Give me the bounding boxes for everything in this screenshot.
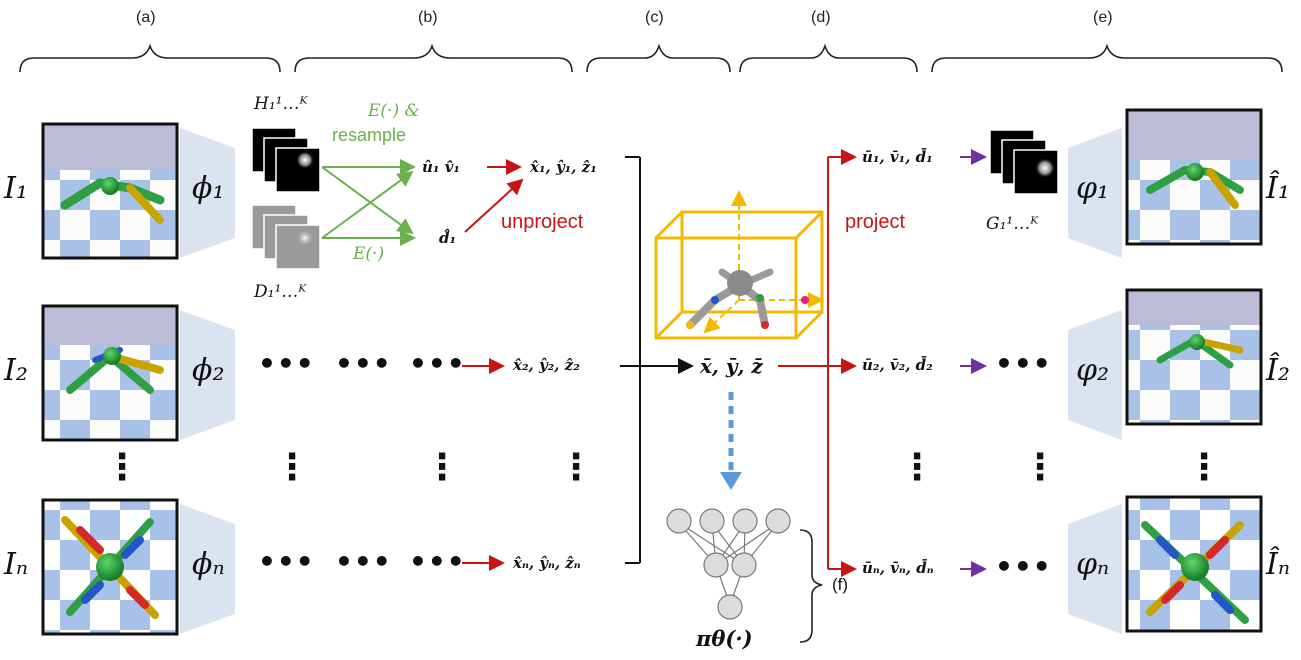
expectation-label: E(·) (353, 244, 385, 264)
d-hat-1: d̂₁ (439, 229, 457, 247)
section-label-d: (d) (811, 9, 831, 26)
unproject-label: unproject (501, 211, 584, 233)
xyz-hat-1: x̂₁, ŷ₁, ẑ₁ (530, 158, 597, 176)
output-image-n (1125, 495, 1263, 633)
output-label-1: Î₁ (1266, 171, 1290, 206)
ellipsis-row2-2: ••• (335, 347, 392, 380)
heatmap-label-D: D₁¹…ᴷ (254, 282, 307, 302)
expectation-resample-label-1: E(·) & (368, 101, 420, 121)
output-image-2 (1125, 288, 1263, 426)
decoder-shape-2 (1068, 310, 1122, 440)
heatmap-stack-G (989, 129, 1059, 195)
encoder-label-2: ϕ₂ (192, 353, 225, 388)
purple-arrows (960, 149, 987, 577)
expectation-resample-label-2: resample (332, 125, 407, 145)
robot-3d (686, 268, 809, 329)
section-label-c: (c) (645, 9, 664, 26)
output-image-1 (1125, 108, 1263, 246)
uvd-bar-2: ū₂, v̄₂, d̄₂ (862, 356, 933, 374)
heatmap-stack-D (251, 204, 321, 270)
output-label-n: Îₙ (1266, 547, 1291, 582)
red-arrows (462, 149, 857, 577)
vertical-ellipsis-e1: ⋮ (1022, 447, 1059, 488)
output-label-2: Î₂ (1266, 353, 1290, 388)
cube-axes (703, 190, 824, 334)
policy-label: πθ(·) (696, 626, 753, 651)
ellipsis-row2-1: ••• (258, 347, 315, 380)
vertical-ellipsis-e2: ⋮ (1186, 447, 1223, 488)
encoder-shape-n (180, 504, 235, 634)
decoder-label-2: φ₂ (1076, 353, 1110, 388)
ellipsis-row2-3: ••• (409, 347, 466, 380)
section-label-f: (f) (832, 575, 849, 594)
encoder-label-1: ϕ₁ (192, 171, 225, 206)
input-image-n (41, 498, 179, 636)
brace-f (799, 529, 823, 643)
xyz-mean: x̄, ȳ, z̄ (700, 354, 763, 378)
green-arrows (321, 159, 416, 246)
vertical-ellipsis-b2: ⋮ (424, 447, 461, 488)
section-braces (19, 43, 1283, 73)
vertical-ellipsis-a: ⋮ (104, 447, 141, 488)
uv-hat-1: û₁ v̂₁ (422, 158, 460, 176)
ellipsis-rown-2: ••• (335, 545, 392, 578)
uvd-bar-1: ū₁, v̄₁, d̄₁ (862, 148, 933, 166)
xyz-hat-n: x̂ₙ, ŷₙ, ẑₙ (513, 554, 581, 572)
decoder-label-1: φ₁ (1076, 171, 1110, 206)
vertical-ellipsis-b3: ⋮ (558, 447, 595, 488)
heatmap-stack-H (251, 127, 321, 193)
ellipsis-output-2: ••• (995, 347, 1052, 380)
heatmap-label-H: H₁¹…ᴷ (254, 94, 308, 114)
policy-network (666, 508, 791, 620)
encoder-shape-1 (180, 128, 235, 258)
section-label-b: (b) (418, 9, 438, 26)
xyz-hat-2: x̂₂, ŷ₂, ẑ₂ (513, 356, 580, 374)
input-label-2: I₂ (4, 353, 28, 388)
policy-arrow-head (720, 472, 742, 490)
input-image-1 (41, 122, 179, 260)
ellipsis-rown-1: ••• (258, 545, 315, 578)
input-label-1: I₁ (4, 171, 28, 206)
ellipsis-rown-3: ••• (409, 545, 466, 578)
section-label-e: (e) (1093, 9, 1113, 26)
encoder-label-n: ϕₙ (192, 547, 225, 582)
heatmap-label-G: G₁¹…ᴷ (986, 214, 1039, 234)
decoder-label-n: φₙ (1076, 547, 1110, 582)
encoder-shape-2 (180, 310, 235, 440)
aggregation-lines (620, 156, 694, 564)
project-label: project (845, 211, 906, 233)
vertical-ellipsis-b1: ⋮ (274, 447, 311, 488)
bounding-cube (654, 210, 824, 340)
section-label-a: (a) (136, 9, 156, 26)
decoder-shape-1 (1068, 128, 1122, 258)
vertical-ellipsis-d: ⋮ (899, 447, 936, 488)
uvd-bar-n: ūₙ, v̄ₙ, d̄ₙ (862, 559, 934, 577)
input-label-n: Iₙ (4, 547, 29, 582)
ellipsis-output-n: ••• (995, 550, 1052, 583)
input-image-2 (41, 304, 179, 442)
decoder-shape-n (1068, 504, 1122, 634)
